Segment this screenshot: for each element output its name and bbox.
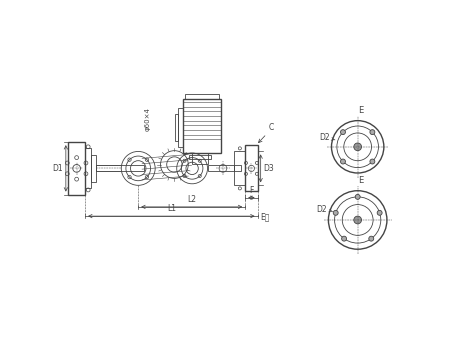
Text: D2: D2 bbox=[320, 133, 330, 142]
Bar bbox=[91, 154, 96, 182]
Circle shape bbox=[369, 236, 374, 241]
Bar bbox=[234, 165, 241, 171]
Circle shape bbox=[341, 159, 346, 164]
Text: φ60×4: φ60×4 bbox=[144, 107, 150, 131]
Text: L1: L1 bbox=[167, 204, 176, 213]
Circle shape bbox=[370, 130, 375, 135]
Bar bbox=[183, 99, 221, 153]
Text: F: F bbox=[249, 186, 254, 195]
Bar bbox=[234, 151, 245, 185]
Bar bbox=[178, 108, 183, 147]
Circle shape bbox=[377, 210, 382, 215]
Text: E向: E向 bbox=[261, 212, 270, 221]
Bar bbox=[175, 115, 178, 141]
Text: C: C bbox=[268, 123, 274, 132]
Bar bbox=[96, 165, 144, 171]
Bar bbox=[207, 165, 234, 171]
Bar bbox=[185, 94, 219, 99]
Text: D3: D3 bbox=[264, 164, 274, 173]
Text: E: E bbox=[358, 176, 364, 185]
Circle shape bbox=[355, 194, 360, 199]
Bar bbox=[189, 154, 211, 159]
Circle shape bbox=[370, 159, 375, 164]
Text: D1: D1 bbox=[52, 164, 63, 173]
Text: L2: L2 bbox=[187, 195, 196, 204]
Bar bbox=[192, 153, 207, 164]
Bar bbox=[85, 148, 91, 188]
Text: D2: D2 bbox=[316, 205, 327, 214]
Bar bbox=[245, 145, 257, 192]
Circle shape bbox=[354, 216, 361, 224]
Circle shape bbox=[354, 143, 361, 151]
Bar bbox=[68, 142, 85, 195]
Circle shape bbox=[341, 130, 346, 135]
Circle shape bbox=[333, 210, 338, 215]
Text: E: E bbox=[358, 106, 364, 115]
Circle shape bbox=[342, 236, 346, 241]
